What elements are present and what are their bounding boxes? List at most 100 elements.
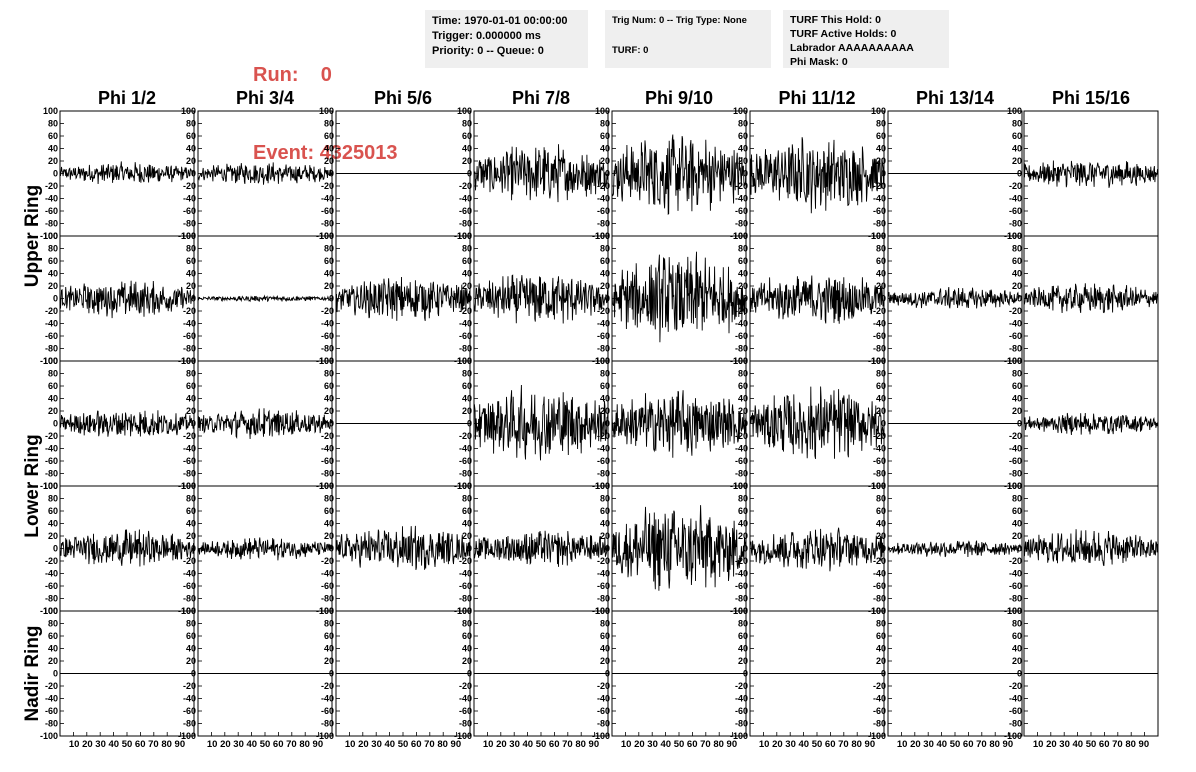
y-tick-label: 20 — [876, 656, 886, 666]
column-title: Phi 7/8 — [512, 88, 570, 108]
y-tick-label: -100 — [730, 731, 748, 741]
y-tick-label: 80 — [738, 494, 748, 504]
y-tick-label: 40 — [462, 519, 472, 529]
time-trigger-box: Time: 1970-01-01 00:00:00 Trigger: 0.000… — [425, 10, 588, 68]
y-tick-label: -40 — [459, 194, 472, 204]
y-tick-label: -80 — [183, 719, 196, 729]
y-tick-label: -40 — [45, 569, 58, 579]
y-tick-label: 100 — [733, 356, 748, 366]
y-tick-label: 60 — [600, 631, 610, 641]
y-tick-label: -80 — [459, 469, 472, 479]
y-tick-label: 80 — [186, 369, 196, 379]
y-tick-label: 0 — [743, 169, 748, 179]
y-tick-label: 20 — [1012, 656, 1022, 666]
run-value: 0 — [320, 64, 332, 86]
turf-hold-box: TURF This Hold: 0 TURF Active Holds: 0 L… — [783, 10, 949, 68]
y-tick-label: 20 — [324, 156, 334, 166]
turf-active-holds-text: TURF Active Holds: 0 — [790, 28, 897, 40]
y-tick-label: -60 — [183, 331, 196, 341]
y-tick-label: -40 — [321, 319, 334, 329]
y-tick-label: 100 — [733, 106, 748, 116]
y-tick-label: -60 — [321, 206, 334, 216]
waveform-trace — [611, 251, 747, 343]
y-tick-label: -40 — [735, 444, 748, 454]
y-tick-label: -80 — [459, 219, 472, 229]
y-tick-label: -60 — [183, 706, 196, 716]
column-title: Phi 15/16 — [1052, 88, 1130, 108]
y-tick-label: -60 — [183, 581, 196, 591]
y-tick-label: 80 — [600, 494, 610, 504]
y-tick-label: 0 — [1017, 169, 1022, 179]
y-tick-label: -80 — [45, 469, 58, 479]
y-tick-label: 0 — [605, 294, 610, 304]
y-tick-label: -40 — [873, 444, 886, 454]
y-tick-label: -80 — [597, 469, 610, 479]
y-tick-label: -60 — [183, 206, 196, 216]
y-tick-label: 60 — [876, 131, 886, 141]
y-tick-label: 60 — [600, 506, 610, 516]
y-tick-label: 60 — [738, 256, 748, 266]
y-tick-label: -40 — [597, 194, 610, 204]
y-tick-label: 100 — [595, 106, 610, 116]
waveform-trace — [335, 276, 471, 321]
y-tick-label: 40 — [876, 394, 886, 404]
x-tick-labels: 10 20 30 40 50 60 70 80 90 — [69, 739, 185, 750]
waveform-trace — [197, 537, 333, 561]
y-tick-label: 60 — [186, 381, 196, 391]
y-tick-label: -20 — [45, 556, 58, 566]
y-tick-label: 40 — [876, 644, 886, 654]
y-tick-label: 100 — [43, 606, 58, 616]
y-tick-label: -80 — [735, 719, 748, 729]
y-tick-label: -40 — [321, 694, 334, 704]
y-tick-label: -100 — [592, 731, 610, 741]
y-tick-label: 80 — [324, 619, 334, 629]
y-tick-label: -20 — [183, 306, 196, 316]
y-tick-label: 80 — [324, 494, 334, 504]
y-tick-label: 60 — [462, 631, 472, 641]
y-tick-label: 0 — [53, 294, 58, 304]
y-tick-label: 60 — [600, 256, 610, 266]
y-tick-label: 0 — [881, 419, 886, 429]
y-tick-label: 80 — [48, 369, 58, 379]
y-tick-label: 60 — [462, 381, 472, 391]
y-tick-label: -80 — [45, 594, 58, 604]
waveform-trace — [1023, 412, 1159, 436]
y-tick-label: -20 — [45, 181, 58, 191]
y-tick-label: 60 — [324, 631, 334, 641]
y-tick-label: -60 — [597, 331, 610, 341]
waveform-trace — [473, 384, 609, 461]
waveform-trace — [197, 294, 333, 303]
y-tick-label: 20 — [738, 281, 748, 291]
y-tick-label: -80 — [183, 594, 196, 604]
y-tick-label: -80 — [735, 219, 748, 229]
waveform-trace — [749, 275, 885, 324]
y-tick-label: -40 — [1009, 569, 1022, 579]
y-tick-label: 100 — [733, 231, 748, 241]
y-tick-label: -80 — [735, 344, 748, 354]
y-tick-label: 20 — [738, 531, 748, 541]
y-tick-label: 0 — [1017, 669, 1022, 679]
y-tick-label: -20 — [873, 181, 886, 191]
y-tick-label: 0 — [191, 294, 196, 304]
y-tick-label: 40 — [186, 644, 196, 654]
trig-num-box: Trig Num: 0 -- Trig Type: None TURF: 0 — [605, 10, 771, 68]
y-tick-label: -40 — [183, 694, 196, 704]
y-tick-label: 20 — [186, 281, 196, 291]
y-tick-label: -100 — [40, 231, 58, 241]
y-tick-label: 20 — [876, 156, 886, 166]
y-tick-label: 80 — [1012, 494, 1022, 504]
y-tick-label: 20 — [738, 406, 748, 416]
y-tick-label: 80 — [462, 369, 472, 379]
y-tick-label: 20 — [186, 156, 196, 166]
y-tick-label: 40 — [738, 519, 748, 529]
y-tick-label: 100 — [1007, 481, 1022, 491]
y-tick-label: 20 — [48, 156, 58, 166]
y-tick-label: 20 — [600, 656, 610, 666]
y-tick-label: 20 — [600, 406, 610, 416]
y-tick-label: 20 — [186, 656, 196, 666]
y-tick-label: 0 — [605, 419, 610, 429]
y-tick-label: 20 — [876, 531, 886, 541]
y-tick-label: -60 — [321, 581, 334, 591]
run-label: Run: — [253, 64, 299, 86]
y-tick-label: 40 — [600, 394, 610, 404]
